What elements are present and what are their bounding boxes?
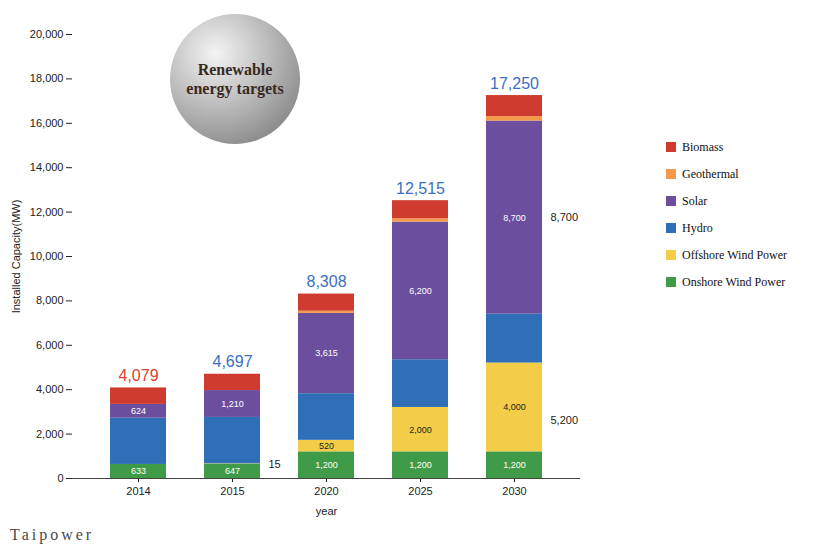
svg-text:2,000: 2,000: [36, 428, 64, 440]
html-text:Geothermal: Geothermal: [682, 167, 739, 181]
svg-text:20,000: 20,000: [30, 28, 64, 40]
svg-text:16,000: 16,000: [30, 117, 64, 129]
svg-text:15: 15: [269, 457, 281, 469]
svg-text:12,515: 12,515: [396, 180, 445, 197]
svg-text:0: 0: [57, 472, 63, 484]
svg-text:18,000: 18,000: [30, 72, 64, 84]
svg-text:3,615: 3,615: [315, 348, 338, 358]
svg-text:1,200: 1,200: [503, 460, 526, 470]
svg-text:520: 520: [319, 441, 334, 451]
svg-text:4,000: 4,000: [36, 383, 64, 395]
html-text:Biomass: Biomass: [682, 140, 724, 154]
svg-text:8,700: 8,700: [503, 213, 526, 223]
html-text:Offshore Wind Power: Offshore Wind Power: [682, 248, 788, 262]
svg-text:2014: 2014: [126, 485, 150, 497]
svg-text:12,000: 12,000: [30, 206, 64, 218]
html-text:Hydro: Hydro: [682, 221, 713, 235]
svg-text:6,200: 6,200: [409, 286, 432, 296]
svg-text:8,700: 8,700: [551, 211, 579, 223]
svg-text:Installed Capacity(MW): Installed Capacity(MW): [10, 200, 22, 314]
svg-text:2,000: 2,000: [409, 425, 432, 435]
svg-text:4,000: 4,000: [503, 402, 526, 412]
svg-text:4,697: 4,697: [212, 353, 252, 370]
svg-text:17,250: 17,250: [490, 75, 539, 92]
html-text:Renewable energy targets: Renewable energy targets: [186, 61, 284, 97]
svg-text:624: 624: [131, 406, 146, 416]
svg-text:2025: 2025: [408, 485, 432, 497]
svg-text:647: 647: [225, 466, 240, 476]
svg-text:10,000: 10,000: [30, 250, 64, 262]
svg-text:2020: 2020: [314, 485, 338, 497]
svg-text:1,200: 1,200: [315, 460, 338, 470]
svg-text:4,079: 4,079: [118, 367, 158, 384]
svg-text:year: year: [316, 505, 338, 517]
html-text:Onshore Wind Power: Onshore Wind Power: [682, 275, 786, 289]
svg-text:633: 633: [131, 466, 146, 476]
svg-text:1,200: 1,200: [409, 460, 432, 470]
svg-text:8,308: 8,308: [306, 273, 346, 290]
html-text:Taipower: Taipower: [10, 526, 95, 543]
svg-text:8,000: 8,000: [36, 294, 64, 306]
svg-text:5,200: 5,200: [551, 414, 579, 426]
svg-text:2015: 2015: [220, 485, 244, 497]
html-text:Solar: Solar: [682, 194, 708, 208]
svg-text:6,000: 6,000: [36, 339, 64, 351]
svg-text:14,000: 14,000: [30, 161, 64, 173]
svg-text:2030: 2030: [502, 485, 526, 497]
svg-text:1,210: 1,210: [221, 399, 244, 409]
